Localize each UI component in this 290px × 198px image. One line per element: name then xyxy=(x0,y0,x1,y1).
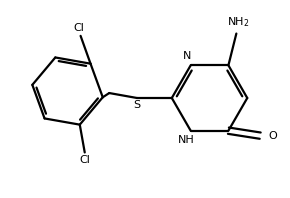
Text: NH$_2$: NH$_2$ xyxy=(227,15,250,29)
Text: S: S xyxy=(133,100,141,110)
Text: Cl: Cl xyxy=(79,155,90,166)
Text: Cl: Cl xyxy=(73,23,84,33)
Text: O: O xyxy=(268,131,277,141)
Text: N: N xyxy=(182,51,191,61)
Text: NH: NH xyxy=(178,135,195,145)
